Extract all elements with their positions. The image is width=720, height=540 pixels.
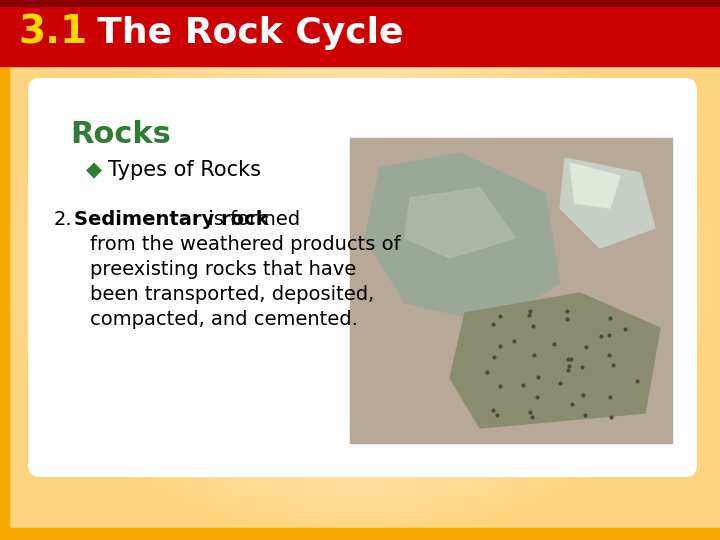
Bar: [0, 528, 720, 540]
Text: Types of Rocks: Types of Rocks: [108, 160, 261, 180]
Polygon shape: [570, 163, 620, 208]
Bar: [0, 0, 720, 6]
Text: ◆: ◆: [86, 160, 102, 180]
Text: compacted, and cemented.: compacted, and cemented.: [90, 310, 358, 329]
Text: 2.: 2.: [54, 210, 73, 229]
Text: Sedimentary rock: Sedimentary rock: [74, 210, 269, 229]
Polygon shape: [450, 293, 660, 428]
Polygon shape: [560, 158, 655, 248]
Bar: [0, 66, 9, 540]
Text: The Rock Cycle: The Rock Cycle: [72, 16, 403, 50]
Text: is formed: is formed: [202, 210, 300, 229]
Bar: [0, 0, 720, 66]
Text: been transported, deposited,: been transported, deposited,: [90, 285, 374, 304]
Bar: [350, 138, 672, 443]
Text: Rocks: Rocks: [70, 120, 171, 149]
Text: from the weathered products of: from the weathered products of: [90, 235, 400, 254]
Polygon shape: [365, 153, 560, 323]
Text: 3.1: 3.1: [18, 14, 87, 52]
Polygon shape: [405, 188, 515, 258]
Text: preexisting rocks that have: preexisting rocks that have: [90, 260, 356, 279]
FancyBboxPatch shape: [28, 78, 697, 477]
